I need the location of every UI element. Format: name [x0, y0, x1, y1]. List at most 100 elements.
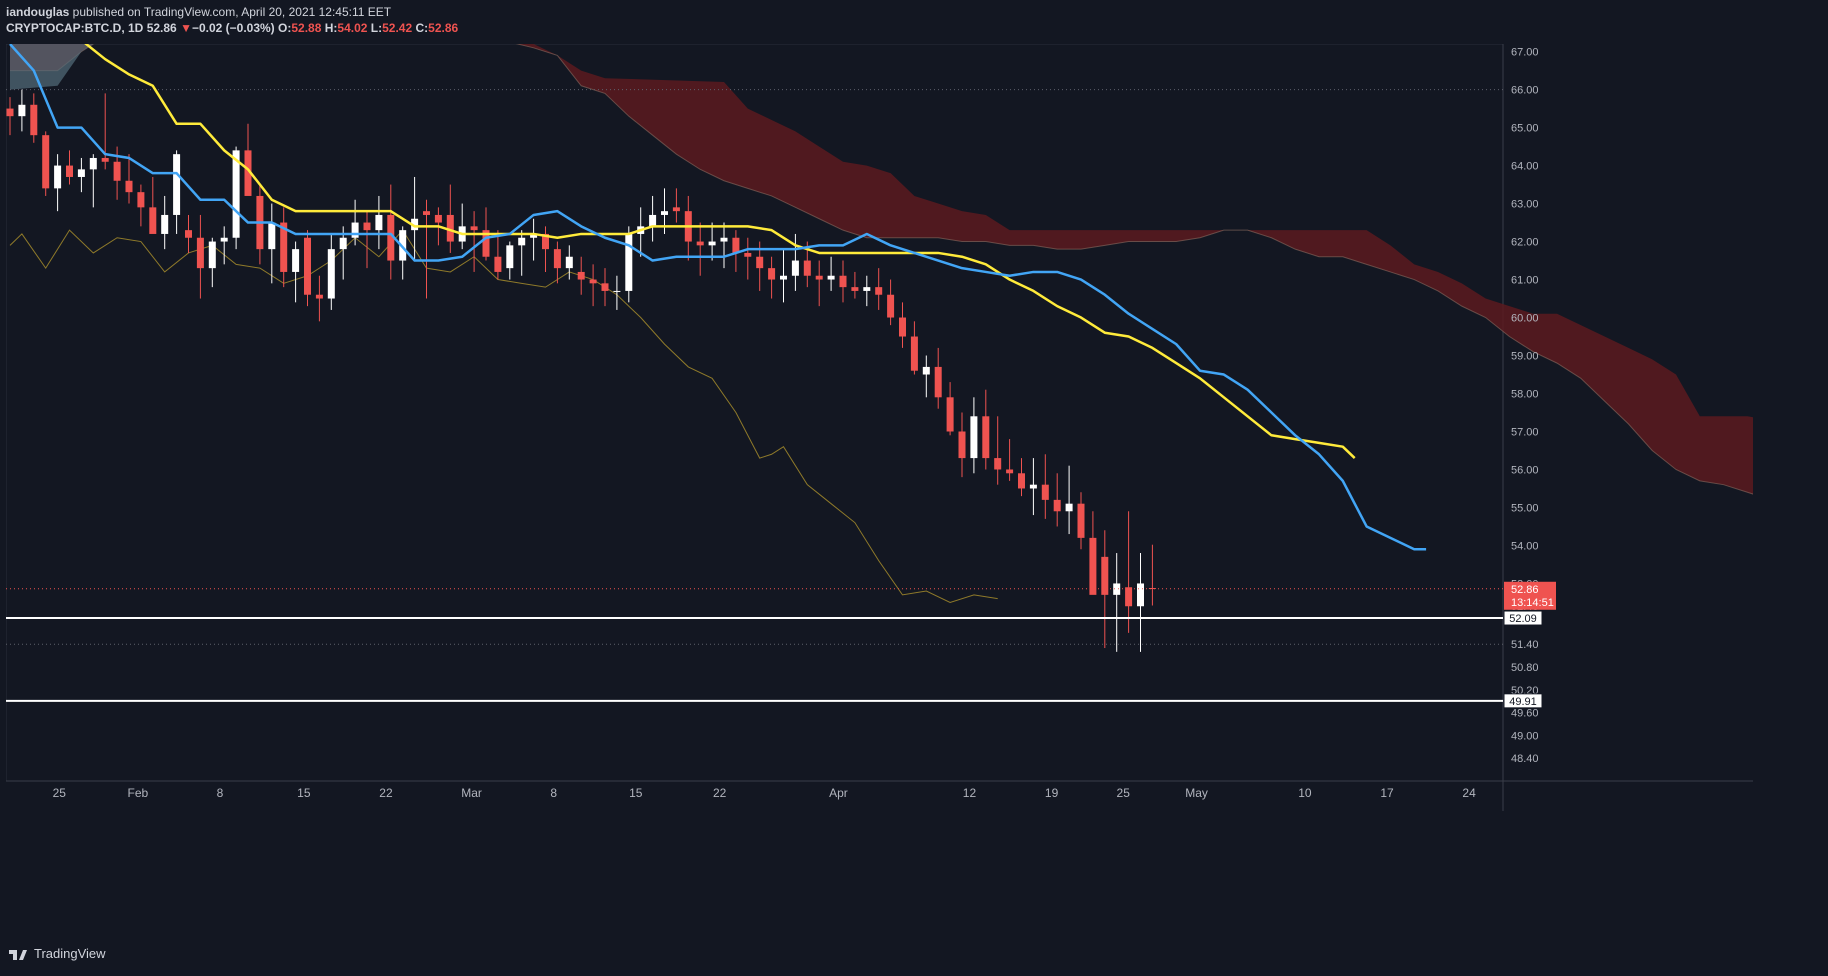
chart-area[interactable]: 67.00 66.00 65.00 64.00 63.00 62.00 61.00 60.00… [5, 0, 1796, 911]
candle-body-12 [149, 207, 157, 234]
candle-body-37 [446, 214, 454, 242]
candle-body-28 [339, 237, 347, 250]
ichimoku-cloud-bull [10, 36, 153, 90]
candle-body-10 [125, 180, 133, 193]
candle-body-54 [649, 214, 657, 227]
last-price: 52.86 [146, 21, 177, 35]
candle-body-81 [970, 416, 978, 459]
y-tick-label-17: 50.80 [1511, 662, 1539, 674]
horizontal-level-tag-1 [1503, 693, 1543, 709]
x-tick-label-9: Apr [829, 786, 848, 800]
candle-body-13 [161, 214, 169, 234]
candle-body-84 [1006, 469, 1014, 474]
x-tick-label-13: May [1185, 786, 1208, 800]
y-tick-label-7: 60.00 [1511, 313, 1539, 325]
candle-body-32 [387, 214, 395, 261]
y-tick-label-3: 64.00 [1511, 161, 1539, 173]
y-tick-label-0: 67.00 [1511, 47, 1539, 59]
x-tick-label-2: 8 [217, 786, 224, 800]
publisher-name[interactable]: iandouglas [6, 5, 70, 19]
candle-body-40 [482, 230, 490, 257]
candle-body-14 [173, 154, 181, 215]
candle-body-95 [1137, 583, 1144, 607]
candle-body-90 [1077, 503, 1085, 538]
candle-body-79 [946, 397, 954, 432]
candle-body-67 [803, 260, 811, 276]
x-tick-label-5: Mar [461, 786, 482, 800]
y-tick-label-20: 49.00 [1511, 730, 1539, 742]
y-tick-label-11: 56.00 [1511, 464, 1539, 476]
published-text: published on TradingView.com, April 20, … [69, 5, 392, 19]
change-value: −0.02 (−0.03%) [191, 21, 275, 35]
candle-body-39 [470, 226, 478, 231]
candle-body-48 [577, 271, 585, 280]
candle-body-87 [1041, 484, 1049, 500]
x-tick-label-1: Feb [128, 786, 149, 800]
candle-body-20 [244, 150, 252, 196]
publisher-line: iandouglas published on TradingView.com,… [6, 5, 391, 19]
y-tick-label-16: 51.40 [1511, 639, 1539, 651]
candle-body-77 [922, 366, 930, 375]
candle-body-78 [934, 366, 942, 398]
high-value: 54.02 [337, 21, 368, 35]
candle-body-24 [292, 249, 300, 272]
candle-body-18 [220, 237, 228, 242]
candle-body-8 [101, 157, 109, 162]
symbol-label[interactable]: CRYPTOCAP:BTC.D, 1D [6, 21, 144, 35]
y-tick-label-9: 58.00 [1511, 389, 1539, 401]
candle-body-91 [1089, 537, 1097, 595]
footer-brand[interactable]: TradingView [34, 946, 106, 961]
x-tick-label-15: 17 [1380, 786, 1394, 800]
x-tick-label-3: 15 [297, 786, 311, 800]
x-tick-label-14: 10 [1298, 786, 1312, 800]
tenkan-sen [9, 43, 1427, 551]
candle-body-45 [542, 233, 549, 250]
cloud-span-a [10, 35, 1796, 505]
candle-body-33 [399, 230, 407, 261]
candle-body-7 [89, 157, 97, 170]
candle-body-30 [363, 222, 371, 231]
candle-body-82 [982, 416, 990, 459]
candle-body-0 [6, 108, 14, 117]
candle-body-68 [815, 275, 823, 280]
candle-body-35 [423, 211, 430, 215]
candle-body-76 [910, 336, 918, 371]
candle-body-86 [1029, 484, 1037, 489]
x-tick-label-16: 24 [1462, 786, 1476, 800]
candle-body-93 [1113, 583, 1121, 595]
x-tick-label-4: 22 [379, 786, 393, 800]
candle-body-69 [827, 275, 835, 280]
candle-body-52 [625, 233, 633, 291]
candle-body-56 [672, 207, 680, 212]
footer: TradingView [8, 946, 106, 961]
candle-body-71 [851, 287, 859, 291]
y-tick-label-2: 65.00 [1511, 123, 1539, 135]
price-chart[interactable]: 67.00 66.00 65.00 64.00 63.00 62.00 61.00 60.00… [5, 0, 1796, 911]
candle-body-25 [304, 237, 311, 295]
candle-body-4 [54, 165, 62, 189]
x-tick-label-8: 22 [713, 786, 727, 800]
candle-body-65 [780, 275, 787, 280]
candle-body-23 [280, 222, 288, 272]
candle-body-74 [887, 294, 895, 318]
y-tick-label-5: 62.00 [1511, 237, 1539, 249]
open-value: 52.88 [291, 21, 322, 35]
candle-body-11 [137, 192, 145, 208]
candle-body-6 [77, 169, 85, 177]
candle-body-60 [720, 237, 728, 242]
candle-body-1 [18, 104, 26, 117]
candle-body-15 [185, 230, 192, 238]
tradingview-logo-icon[interactable] [8, 947, 28, 961]
candle-body-88 [1053, 499, 1061, 512]
candle-body-16 [196, 237, 204, 269]
x-tick-label-6: 8 [550, 786, 557, 800]
open-label: O: [278, 21, 292, 35]
x-tick-label-7: 15 [629, 786, 643, 800]
bar-countdown-label: 13:14:51 [1511, 597, 1554, 609]
x-tick-label-11: 19 [1045, 786, 1059, 800]
candle-body-66 [791, 260, 799, 276]
candle-body-44 [530, 233, 538, 238]
current-price-label: 52.86 [1511, 584, 1539, 596]
y-tick-label-10: 57.00 [1511, 426, 1539, 438]
candle-body-85 [1018, 473, 1025, 489]
